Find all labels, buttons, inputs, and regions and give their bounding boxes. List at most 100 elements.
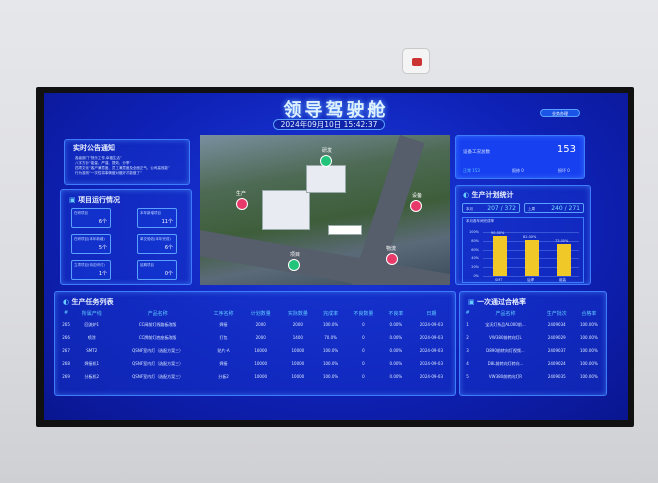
table-cell: 10000: [291, 374, 305, 379]
table-row[interactable]: 4 D8L前转向灯转向... 2409024 100.00%: [464, 357, 604, 370]
table-cell: QSNF室内灯（选配方案三）: [132, 347, 184, 353]
table-cell: 喷涂: [87, 334, 96, 340]
projects-panel: ▣ 项目运行情况 在研项目 6个 本年新增项目 11个 在研项目(本年新增) 5个 单…: [60, 189, 192, 285]
project-card[interactable]: 立项项目(待定研讨) 1个: [71, 260, 111, 280]
table-cell: 269: [62, 374, 70, 379]
table-cell: 266: [62, 335, 70, 340]
table-cell: 2024-09-03: [419, 322, 444, 327]
gauge-icon: ◐: [63, 298, 72, 306]
table-cell: 0: [362, 322, 365, 327]
table-cell: 宝沃灯系品AL000前...: [485, 321, 526, 327]
column-header: 日期: [426, 310, 437, 317]
table-cell: 1400: [292, 335, 303, 340]
table-row[interactable]: 265 回流炉1 CC阀前灯线路板改版 焊接 2000 2000 100.0% 0 0.00% 2…: [59, 318, 453, 331]
table-cell: 100.0%: [322, 348, 339, 353]
table-cell: 2409034: [547, 322, 566, 327]
column-header: 不良数量: [353, 310, 374, 317]
map-pin-logistics[interactable]: [386, 253, 398, 265]
gridline: [483, 232, 579, 233]
y-tick-label: 20%: [471, 265, 479, 270]
table-cell: QSNF室内灯（选配方案三）: [132, 360, 184, 366]
project-card[interactable]: 延期项目 0个: [137, 260, 177, 280]
table-cell: 10000: [291, 348, 305, 353]
building: [306, 165, 346, 193]
business-button[interactable]: 业务办理: [540, 109, 580, 117]
table-cell: 100.00%: [579, 361, 598, 366]
column-header: 完成率: [323, 310, 339, 317]
table-cell: 100.00%: [579, 348, 598, 353]
notice-panel: 实时公告通知 各级部门“快乐工作,幸福生活” 八字方针“能量、严谨、提效、分享”…: [64, 139, 190, 185]
table-row[interactable]: 2 VW380前转向灯L 2409029 100.00%: [464, 331, 604, 344]
datetime: 2024年09月10日 15:42:37: [273, 119, 385, 130]
table-cell: 焊接: [219, 360, 228, 366]
table-cell: D890前转向灯视频...: [486, 347, 525, 353]
map-pin-production[interactable]: [236, 198, 248, 210]
table-cell: CC牌前灯底座板改版: [138, 334, 177, 340]
table-cell: 0: [362, 361, 365, 366]
column-header: 实际数量: [287, 310, 308, 317]
gridline: [483, 276, 579, 277]
table-cell: 2024-09-03: [419, 348, 444, 353]
table-cell: 1: [466, 322, 469, 327]
column-header: 生产批次: [546, 310, 567, 317]
map-pin-equipment[interactable]: [410, 200, 422, 212]
table-row[interactable]: 5 VW380前转向灯R 2409035 100.00%: [464, 370, 604, 383]
bar[interactable]: [493, 236, 507, 276]
table-row[interactable]: 269 分板机2 QSNF室内灯（选配方案三） 分板2 10000 10000 100.0%…: [59, 370, 453, 383]
y-tick-label: 40%: [471, 256, 479, 261]
table-cell: 2000: [255, 322, 266, 327]
project-card[interactable]: 单交验收(本年完成) 6个: [137, 234, 177, 254]
column-header: #: [465, 310, 470, 316]
table-cell: 0: [362, 335, 365, 340]
column-header: 所属产线: [81, 310, 102, 317]
bar[interactable]: [557, 243, 571, 276]
table-row[interactable]: 267 SMT2 QSNF室内灯（选配方案三） 贴片-A 10000 10000 100.0…: [59, 344, 453, 357]
chart-title: 本月各车间完成率: [466, 219, 494, 223]
map-pin-rd[interactable]: [320, 155, 332, 167]
table-row[interactable]: 3 D890前转向灯视频... 2409037 100.00%: [464, 344, 604, 357]
table-cell: D8L前转向灯转向...: [487, 360, 524, 366]
passrate-table: # 产品名称 生产批次 合格率 1 宝沃灯系品AL000前... 2409034 100.00…: [464, 308, 604, 383]
table-cell: 0.00%: [389, 361, 403, 366]
table-cell: 2: [466, 335, 469, 340]
dashboard-screen: 领导驾驶舱 2024年09月10日 15:42:37 业务办理 实时公告通知 各…: [44, 93, 628, 420]
table-cell: 100.00%: [579, 322, 598, 327]
map-pin-project[interactable]: [288, 259, 300, 271]
completion-chart: 本月各车间完成率 0% 20% 40% 60% 80% 100% 90.00% SMT 82.0…: [462, 217, 584, 283]
project-card[interactable]: 在研项目(本年新增) 5个: [71, 234, 111, 254]
table-header: # 产品名称 生产批次 合格率: [464, 308, 604, 318]
table-cell: 10000: [254, 348, 268, 353]
column-header: 合格率: [581, 310, 597, 317]
week-plan-value: 240 / 271: [551, 205, 580, 212]
notice-line: 四项文化“客户满意度、员工满意度及全面正气、公司高效能”: [75, 166, 170, 170]
month-plan-value: 207 / 372: [487, 205, 516, 212]
table-cell: 70.0%: [324, 335, 337, 340]
notice-line: 行为准则“一次性将事情做对做好才能做了”: [75, 171, 142, 175]
y-tick-label: 60%: [471, 247, 479, 252]
table-cell: 10000: [254, 374, 268, 379]
notice-title: 实时公告通知: [73, 144, 115, 152]
table-cell: 268: [62, 361, 70, 366]
column-header: 计划数量: [250, 310, 271, 317]
plan-title: ◐ 生产计划统计: [463, 191, 514, 199]
bar[interactable]: [525, 239, 539, 276]
table-cell: 5: [466, 374, 469, 379]
building: [262, 190, 310, 230]
project-card[interactable]: 本年新增项目 11个: [137, 208, 177, 228]
table-cell: 100.00%: [579, 335, 598, 340]
table-cell: QSNF室内灯（选配方案三）: [132, 373, 184, 379]
project-card[interactable]: 在研项目 6个: [71, 208, 111, 228]
table-cell: 2024-09-03: [419, 374, 444, 379]
table-cell: 0.00%: [389, 374, 403, 379]
table-cell: 0.00%: [389, 322, 403, 327]
equipment-panel: 设备工况总数 153 正常 153 报修 0 损坏 0: [455, 135, 585, 179]
table-row[interactable]: 1 宝沃灯系品AL000前... 2409034 100.00%: [464, 318, 604, 331]
building: [328, 225, 362, 235]
table-cell: SMT2: [86, 348, 98, 353]
table-cell: 10000: [291, 361, 305, 366]
table-cell: 100.0%: [322, 361, 339, 366]
table-row[interactable]: 268 焊接机1 QSNF室内灯（选配方案三） 焊接 10000 10000 100.0% 0…: [59, 357, 453, 370]
column-header: 产品名称: [495, 310, 516, 317]
table-row[interactable]: 266 喷涂 CC牌前灯底座板改版 打包 2000 1400 70.0% 0 0.00% 2024…: [59, 331, 453, 344]
x-tick-label: 后焊: [527, 278, 534, 282]
